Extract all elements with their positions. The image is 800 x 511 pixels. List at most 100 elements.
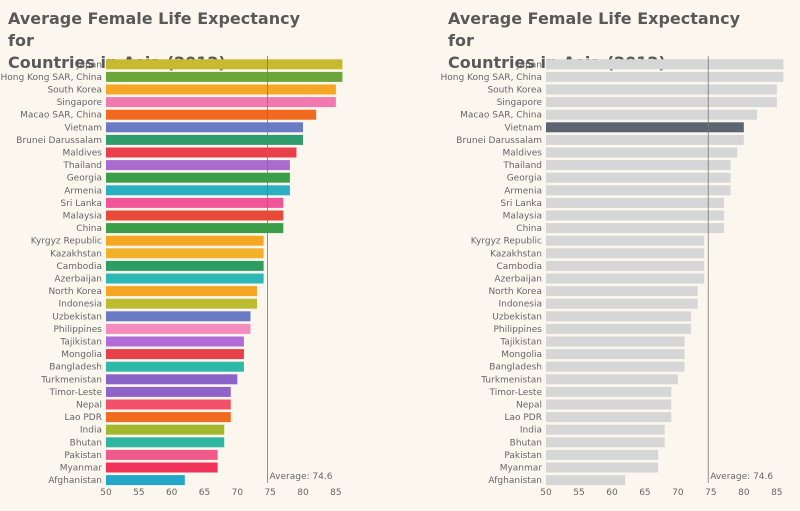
category-label: Bangladesh — [49, 363, 102, 373]
category-label: Bhutan — [70, 438, 102, 448]
bar — [546, 361, 685, 372]
x-tick-label: 70 — [232, 488, 244, 498]
bar — [106, 399, 231, 410]
category-label: Macao SAR, China — [20, 111, 102, 121]
bar — [546, 172, 731, 183]
category-label: Bhutan — [510, 438, 542, 448]
category-label: Maldives — [502, 149, 542, 159]
category-label: Thailand — [62, 161, 102, 171]
bar — [546, 185, 731, 196]
category-label: Brunei Darussalam — [456, 136, 542, 146]
bar — [106, 311, 251, 322]
category-label: Mongolia — [501, 350, 542, 360]
category-label: Tajikistan — [499, 338, 542, 348]
bar — [106, 349, 244, 360]
bar — [106, 386, 231, 397]
bar — [106, 273, 264, 284]
x-tick-label: 75 — [705, 488, 716, 498]
chart-panel-colored: Average Female Life Expectancy for Count… — [0, 9, 343, 498]
bar — [546, 386, 672, 397]
average-label: Average: 74.6 — [270, 472, 333, 482]
category-label: Azerbaijan — [54, 275, 102, 285]
x-tick-label: 65 — [639, 488, 650, 498]
category-label: Lao PDR — [64, 413, 102, 423]
x-tick-label: 80 — [297, 488, 309, 498]
bar — [546, 59, 784, 70]
category-label: Philippines — [54, 325, 103, 335]
category-label: Japan — [516, 60, 542, 70]
bar-chart-highlight: Japan Hong Kong SAR, China South Korea Sing… — [440, 56, 784, 498]
bar — [106, 59, 343, 70]
category-label: Bangladesh — [489, 363, 542, 373]
bar — [106, 235, 264, 246]
x-tick-label: 85 — [330, 488, 341, 498]
category-label: Vietnam — [64, 123, 102, 133]
bar — [106, 122, 304, 133]
bar — [106, 424, 225, 435]
category-label: North Korea — [488, 287, 542, 297]
bar — [106, 260, 264, 271]
bar — [106, 323, 251, 334]
category-label: Hong Kong SAR, China — [0, 73, 102, 83]
category-label: Timor-Leste — [488, 388, 542, 398]
bar-chart-colored: Japan Hong Kong SAR, China South Korea Sing… — [0, 56, 343, 498]
bar — [546, 97, 777, 108]
chart-title-line-1: Average Female Life Expectancy for — [448, 9, 741, 50]
x-tick-label: 50 — [540, 488, 552, 498]
bar — [106, 437, 225, 448]
bar — [106, 475, 185, 486]
category-label: Macao SAR, China — [460, 111, 542, 121]
category-label: South Korea — [47, 86, 102, 96]
category-label: Sri Lanka — [500, 199, 542, 209]
bar — [106, 134, 304, 145]
category-label: Uzbekistan — [52, 312, 102, 322]
bar — [106, 286, 258, 297]
bar — [546, 298, 698, 309]
bar — [546, 424, 665, 435]
category-label: Singapore — [497, 98, 543, 108]
category-label: Myanmar — [500, 464, 543, 474]
bar — [546, 223, 725, 234]
category-label: Nepal — [76, 401, 102, 411]
category-label: China — [516, 224, 542, 234]
bar — [546, 210, 725, 221]
bar — [546, 134, 744, 145]
category-label: Malaysia — [63, 212, 102, 222]
category-label: Sri Lanka — [60, 199, 102, 209]
category-label: Maldives — [62, 149, 102, 159]
x-tick-label: 80 — [738, 488, 750, 498]
category-label: Pakistan — [504, 451, 542, 461]
category-label: Singapore — [57, 98, 103, 108]
x-tick-label: 75 — [264, 488, 275, 498]
x-tick-label: 65 — [199, 488, 210, 498]
bar — [546, 336, 685, 347]
category-label: India — [520, 426, 542, 436]
bar — [106, 361, 244, 372]
category-label: Turkmenistan — [480, 375, 542, 385]
bar — [106, 223, 284, 234]
category-label: Lao PDR — [504, 413, 542, 423]
bar — [106, 197, 284, 208]
category-label: Kyrgyz Republic — [31, 237, 102, 247]
bar — [546, 109, 758, 120]
bar — [106, 147, 297, 158]
bar — [546, 462, 659, 473]
average-label: Average: 74.6 — [710, 472, 773, 482]
category-label: Armenia — [504, 186, 542, 196]
category-label: China — [76, 224, 102, 234]
x-tick-label: 70 — [672, 488, 684, 498]
bar — [106, 462, 218, 473]
bar — [106, 84, 336, 95]
x-tick-label: 85 — [771, 488, 782, 498]
bar — [546, 248, 705, 259]
category-label: Kazakhstan — [490, 249, 542, 259]
category-label: Tajikistan — [59, 338, 102, 348]
bar — [546, 122, 744, 133]
bar — [546, 286, 698, 297]
category-label: Japan — [76, 60, 102, 70]
bar — [546, 311, 692, 322]
category-label: Armenia — [64, 186, 102, 196]
category-label: Myanmar — [60, 464, 103, 474]
category-label: North Korea — [48, 287, 102, 297]
bar — [546, 374, 678, 385]
